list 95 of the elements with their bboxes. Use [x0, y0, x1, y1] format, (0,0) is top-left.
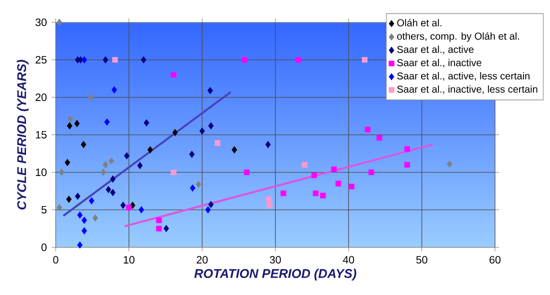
point [88, 94, 94, 101]
point [58, 168, 64, 176]
point [124, 152, 130, 160]
point [112, 56, 118, 63]
point [80, 141, 86, 148]
y-tick-label: 20 [36, 94, 47, 102]
y-axis-title: CYCLE PERIOD (YEARS) [16, 60, 29, 210]
x-tick-label: 30 [270, 256, 281, 264]
y-tick-label: 5 [41, 206, 47, 214]
point [190, 184, 196, 192]
legend-label: Saar et al., active, less certain [397, 72, 530, 81]
point [138, 206, 144, 214]
point [147, 146, 153, 154]
point [100, 168, 106, 176]
point [199, 128, 205, 135]
legend-label: Saar et al., inactive [397, 58, 482, 68]
point [64, 159, 70, 166]
point [320, 192, 326, 198]
point [82, 216, 87, 224]
point [104, 118, 110, 126]
point [331, 166, 337, 172]
x-tick-label: 20 [196, 256, 208, 264]
point [77, 242, 83, 249]
point [156, 226, 162, 232]
point [404, 146, 410, 152]
point [68, 116, 74, 123]
x-axis-title: ROTATION PERIOD (DAYS) [194, 268, 356, 281]
x-tick-label: 0 [53, 256, 58, 264]
point [66, 196, 72, 203]
point [140, 56, 146, 64]
point [311, 172, 317, 178]
y-tick-label: 10 [36, 168, 47, 176]
point [110, 189, 116, 196]
x-tick-label: 40 [342, 256, 354, 264]
point [126, 204, 132, 210]
point [108, 158, 114, 165]
point [66, 122, 72, 130]
point [336, 180, 342, 186]
point [75, 192, 80, 200]
point [242, 56, 248, 63]
point [312, 190, 318, 196]
point [56, 204, 62, 212]
point [120, 202, 126, 209]
point [208, 122, 214, 130]
x-tick-label: 10 [124, 256, 134, 264]
point [280, 190, 286, 196]
point [92, 214, 98, 222]
y-tick-label: 15 [36, 131, 47, 139]
legend-label: others, comp. by Oláh et al. [397, 32, 519, 42]
point [364, 126, 370, 132]
point [156, 217, 162, 224]
point [102, 161, 108, 168]
x-tick-label: 60 [490, 256, 501, 264]
point [112, 86, 117, 94]
legend-label: Saar et al., active [397, 46, 474, 54]
legend-label: Saar et al., inactive, less certain [397, 85, 538, 94]
point [170, 169, 176, 176]
point [56, 18, 62, 26]
point [404, 162, 410, 168]
point [205, 206, 211, 214]
point [88, 197, 94, 204]
point [106, 186, 112, 194]
point [362, 56, 368, 63]
point [266, 202, 272, 208]
point [266, 196, 272, 202]
point [164, 225, 169, 232]
point [376, 134, 382, 141]
point [208, 201, 214, 208]
legend-label: Oláh et al. [397, 18, 442, 26]
point [244, 169, 250, 176]
point [295, 56, 301, 63]
point [82, 56, 87, 64]
point [170, 72, 176, 78]
point [208, 87, 213, 94]
point [110, 176, 116, 183]
x-tick-label: 50 [416, 256, 428, 264]
point [82, 227, 87, 234]
point [348, 184, 354, 190]
point [196, 180, 202, 188]
point [74, 120, 80, 128]
point [368, 169, 374, 176]
point [102, 56, 108, 64]
y-tick-label: 0 [41, 244, 47, 252]
point [144, 119, 150, 126]
y-tick-label: 25 [36, 56, 47, 64]
point [77, 212, 83, 219]
point [265, 141, 271, 148]
point [446, 160, 452, 168]
point [232, 146, 238, 154]
y-tick-label: 30 [36, 18, 47, 26]
point [302, 162, 308, 168]
point [172, 129, 178, 136]
point [189, 150, 195, 158]
point [137, 162, 143, 170]
point [214, 140, 220, 146]
